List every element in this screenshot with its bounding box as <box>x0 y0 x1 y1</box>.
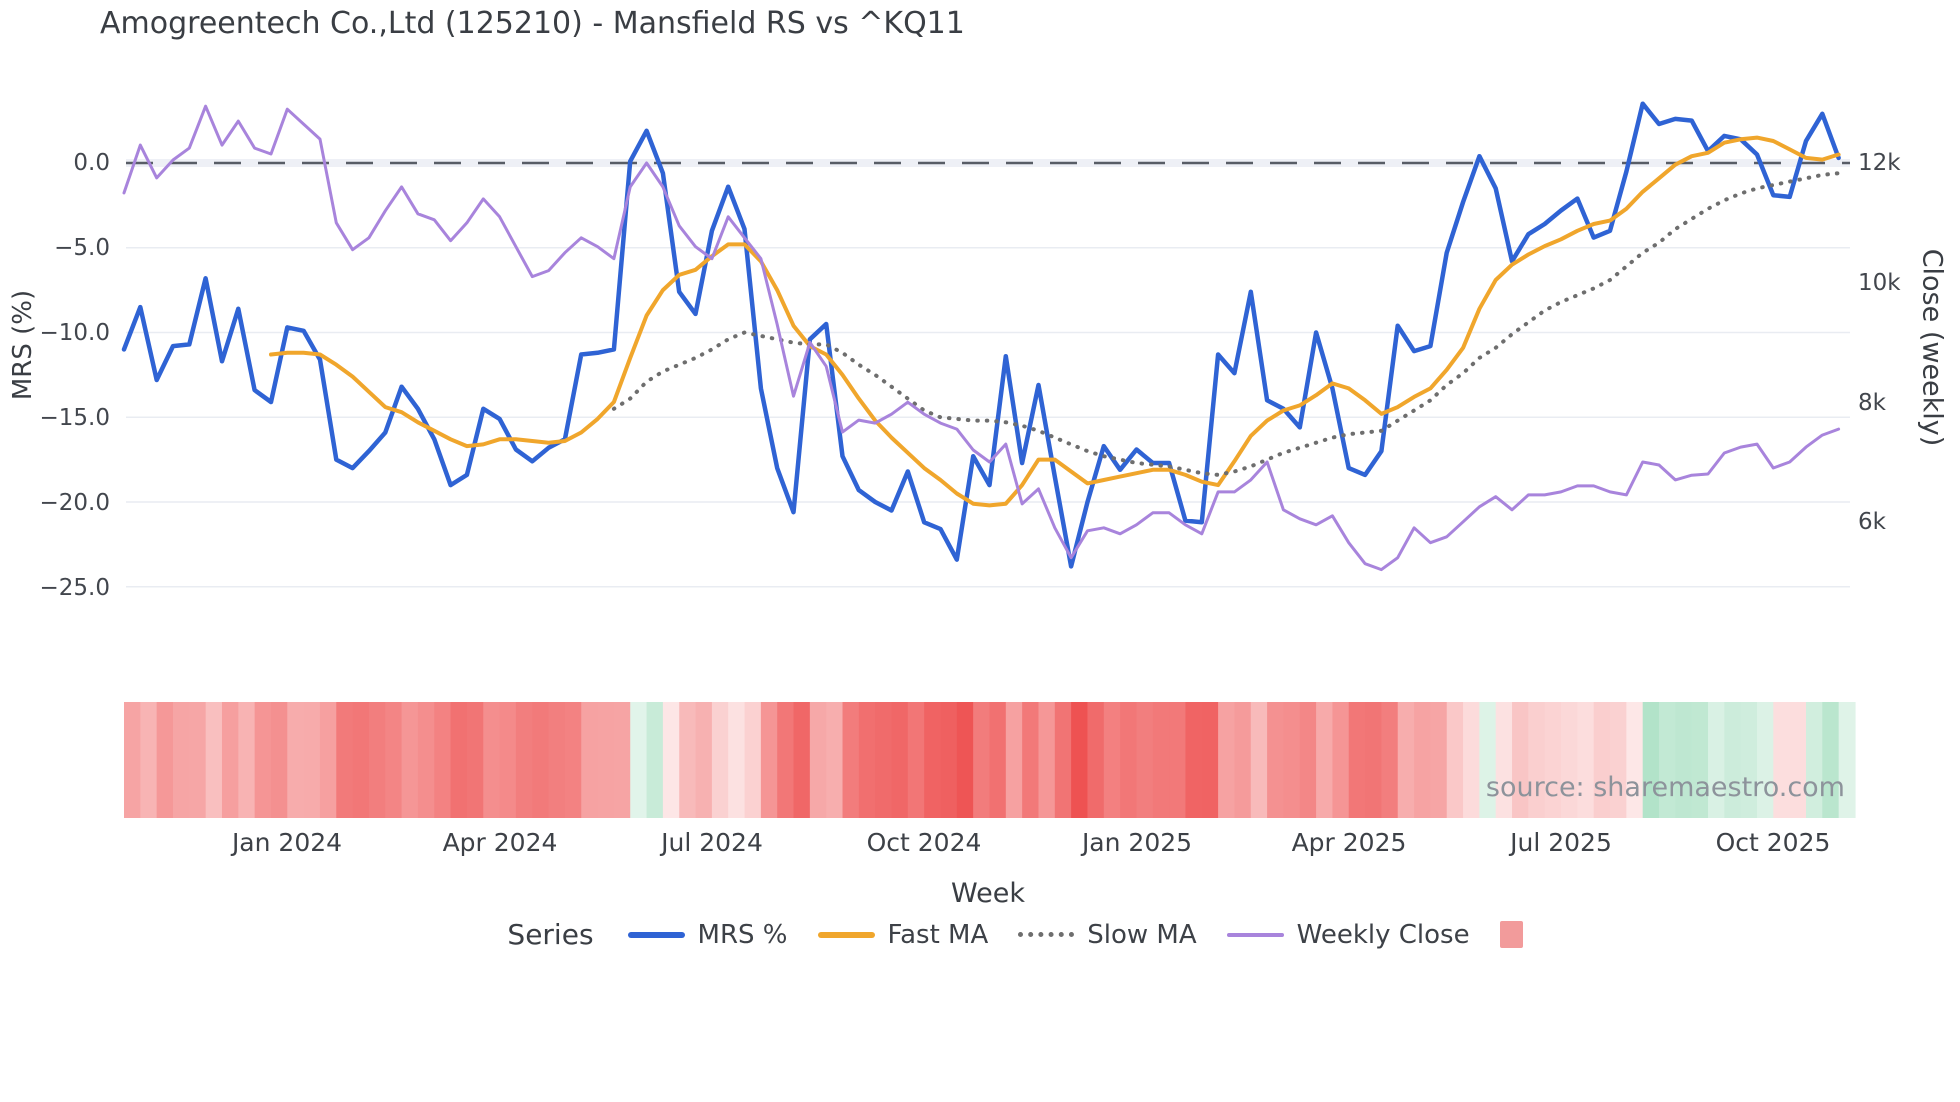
series-line-mrs- <box>121 101 1841 569</box>
y-tick-right-6k: 6k <box>1858 509 1886 535</box>
y-tick-left-5: −5.0 <box>54 235 110 261</box>
y-tick-right-12k: 12k <box>1858 150 1901 176</box>
x-tick-jul-2024: Jul 2024 <box>661 828 763 857</box>
legend-item-mrs[interactable]: MRS % <box>627 919 788 950</box>
x-tick-oct-2025: Oct 2025 <box>1715 828 1831 857</box>
y-tick-left-0: 0.0 <box>73 150 110 176</box>
fast-ma-line-swatch-icon <box>817 931 875 938</box>
weekly-close-line-swatch-icon <box>1226 932 1284 937</box>
legend-item-slow-ma[interactable]: Slow MA <box>1018 919 1197 950</box>
heatmap-strip <box>124 702 1856 818</box>
x-tick-oct-2024: Oct 2024 <box>866 828 982 857</box>
legend-item-weekly-close[interactable]: Weekly Close <box>1226 919 1470 950</box>
legend-item-label: Weekly Close <box>1296 919 1470 950</box>
y-tick-right-8k: 8k <box>1858 390 1886 416</box>
x-tick-jan-2025: Jan 2025 <box>1081 828 1193 857</box>
legend-item-label: MRS % <box>697 919 788 950</box>
heatmap-swatch-icon <box>1499 921 1523 948</box>
y-tick-left-20: −20.0 <box>39 490 110 516</box>
series-line-fast-ma <box>269 135 1841 508</box>
mrs-line-swatch-icon <box>627 931 685 938</box>
legend-item-label: Fast MA <box>887 919 989 950</box>
y-tick-right-10k: 10k <box>1858 270 1901 296</box>
legend: Series MRS % Fast MA Slow MA Weekly Clos… <box>0 918 1960 951</box>
y-tick-left-15: −15.0 <box>39 405 110 431</box>
legend-item-fast-ma[interactable]: Fast MA <box>817 919 989 950</box>
x-tick-jan-2024: Jan 2024 <box>231 828 343 857</box>
legend-item-label: Slow MA <box>1087 919 1197 950</box>
y-tick-left-25: −25.0 <box>39 575 110 601</box>
slow-ma-dotted-swatch-icon <box>1018 932 1075 937</box>
legend-title: Series <box>507 918 594 951</box>
x-tick-jul-2025: Jul 2025 <box>1510 828 1612 857</box>
x-tick-apr-2024: Apr 2024 <box>442 828 558 857</box>
chart-title: Amogreentech Co.,Ltd (125210) - Mansfiel… <box>100 6 965 41</box>
x-axis-title: Week <box>951 878 1025 909</box>
x-tick-apr-2025: Apr 2025 <box>1291 828 1407 857</box>
series-line-slow-ma <box>611 171 1841 477</box>
y-tick-left-10: −10.0 <box>39 320 110 346</box>
source-watermark: source: sharemaestro.com <box>1485 772 1845 803</box>
series-line-weekly-close <box>122 104 1841 572</box>
legend-item-heatmap[interactable] <box>1499 921 1523 948</box>
